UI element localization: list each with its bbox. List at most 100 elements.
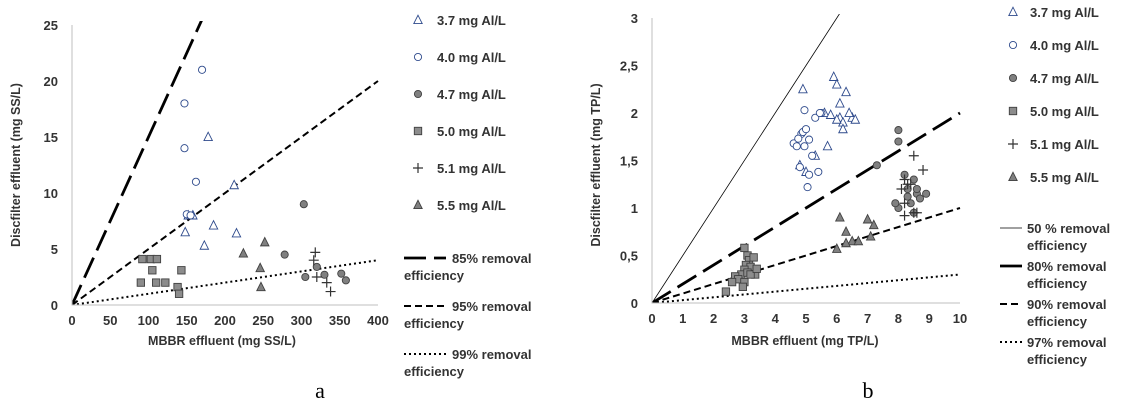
chart-a-panel-label: a	[315, 378, 325, 403]
chart-a-legend-label: 85% removal efficiency	[404, 251, 532, 283]
chart-b-data-point	[899, 198, 910, 209]
chart-b-data-point	[811, 113, 820, 122]
chart-b-x-tick-label: 10	[953, 311, 967, 326]
chart-a-data-point	[341, 276, 350, 285]
chart-b-data-point	[749, 253, 758, 262]
chart-b-legend-marker	[1008, 106, 1018, 116]
chart-b-data-point	[808, 151, 817, 160]
chart-a-plot-area: 0 50 100 150 200 250 300 350 400 0 5 10 15 20 25	[44, 18, 389, 328]
chart-b-data-point	[831, 243, 842, 253]
chart-a-legend-marker	[413, 126, 423, 136]
chart-a-data-point	[136, 278, 145, 287]
chart-a-y-tick-label: 20	[44, 74, 58, 89]
chart-a-data-point	[255, 262, 266, 273]
chart-a-data-point	[229, 179, 240, 190]
chart-b-legend-label: 50 % removal efficiency	[1027, 221, 1110, 253]
chart-b-data-point	[828, 71, 839, 81]
chart-b-data-point	[899, 210, 910, 221]
chart-a-legend-label: 4.7 mg Al/L	[437, 87, 506, 102]
chart-a-y-tick-label: 25	[44, 18, 58, 33]
chart-b-data-point	[841, 86, 851, 97]
chart-a-data-point	[321, 277, 332, 288]
chart-b-y-tick-label: 0	[631, 296, 638, 311]
chart-b-series-0	[794, 71, 861, 176]
chart-b-legend-marker	[1008, 171, 1018, 182]
chart-b-legend-label: 4.0 mg Al/L	[1030, 38, 1099, 53]
chart-a-data-point	[259, 236, 270, 247]
chart-b-legend-label: 80% removal efficiency	[1027, 259, 1107, 291]
chart-b-y-tick-label: 1	[631, 201, 638, 216]
chart-a-data-point	[280, 250, 289, 259]
chart-b-legend-label: 5.5 mg Al/L	[1030, 170, 1099, 185]
chart-b-data-point	[752, 264, 761, 273]
chart-b-legend-marker	[1008, 73, 1018, 83]
chart-a-data-point	[197, 65, 207, 74]
chart-a-legend-label: 95% removal efficiency	[404, 299, 532, 331]
chart-b-data-point	[727, 277, 737, 287]
chart-b-data-point	[838, 123, 848, 134]
chart-b-data-point	[891, 199, 900, 208]
chart-a-x-tick-label: 400	[367, 313, 389, 328]
chart-b-legend-marker	[1008, 6, 1018, 17]
chart-b-x-tick-label: 9	[926, 311, 933, 326]
chart-b-data-point	[908, 150, 919, 161]
chart-a-data-point	[199, 239, 210, 250]
chart-a-data-point	[337, 269, 346, 278]
chart-b-plot-area: 0 1 2 3 4 5 6 7 8 9 10 0 0,5 1 1,5 2 2,5 3	[620, 11, 967, 326]
chart-a-x-tick-label: 350	[329, 313, 351, 328]
chart-b-data-point	[801, 125, 811, 134]
chart-a-series-2	[280, 200, 350, 285]
chart-a-legend-label: 5.5 mg Al/L	[437, 198, 506, 213]
chart-a-data-point	[152, 254, 162, 264]
chart-a-data-point	[138, 254, 147, 264]
chart-a-y-tick-label: 10	[44, 186, 58, 201]
chart-a-legend-label: 4.0 mg Al/L	[437, 50, 506, 65]
chart-a-legend-marker	[413, 163, 423, 173]
chart-a-data-point	[191, 177, 200, 186]
chart-a-y-tick-label: 0	[51, 298, 58, 313]
chart-b-data-point	[825, 109, 836, 119]
chart-a-data-point	[238, 247, 249, 258]
chart-b-x-tick-label: 4	[772, 311, 780, 326]
chart-b-data-point	[912, 184, 921, 194]
chart-a-series-5	[238, 236, 270, 292]
chart-a-x-tick-label: 100	[138, 313, 160, 328]
chart-a-legend-label: 5.1 mg Al/L	[437, 161, 506, 176]
chart-b-legend-marker	[1008, 139, 1018, 149]
chart-b-data-point	[872, 161, 881, 170]
chart-a-axes	[71, 25, 378, 306]
chart-a-x-axis-label: MBBR effluent (mg SS/L)	[148, 334, 296, 348]
chart-b-data-point	[868, 219, 879, 230]
chart-b-legend-label: 97% removal efficiency	[1027, 335, 1107, 367]
chart-b-legend-label: 5.0 mg Al/L	[1030, 104, 1099, 119]
chart-a-x-tick-label: 150	[176, 313, 198, 328]
chart-b-x-tick-label: 0	[648, 311, 655, 326]
chart-b-data-point	[911, 207, 922, 218]
chart-a-y-tick-label: 15	[44, 130, 58, 145]
chart-b-data-point	[746, 270, 755, 279]
chart-a-data-point	[325, 286, 336, 297]
chart-b-data-point	[805, 135, 814, 144]
chart-a-legend-label: 99% removal efficiency	[404, 347, 532, 379]
chart-a-series-0	[180, 131, 242, 250]
chart-a-data-point	[299, 200, 308, 209]
chart-b-x-tick-label: 7	[864, 311, 871, 326]
chart-b-data-point	[721, 287, 731, 296]
chart-b-ref-line-0	[652, 14, 840, 303]
chart-b-data-point	[896, 184, 907, 194]
chart-b-data-point	[794, 134, 803, 143]
chart-a-ref-line-0	[72, 21, 203, 305]
chart-b-legend-label: 5.1 mg Al/L	[1030, 137, 1099, 152]
chart-a-data-point	[231, 227, 242, 238]
chart-a-data-point	[320, 270, 329, 279]
chart-b-x-tick-label: 2	[710, 311, 717, 326]
chart-b-series-5	[831, 211, 879, 253]
chart-a-x-tick-label: 300	[291, 313, 313, 328]
chart-a-data-point	[208, 219, 219, 230]
chart-b-legend: 3.7 mg Al/L 4.0 mg Al/L 4.7 mg Al/L 5.0 mg …	[1000, 5, 1110, 367]
chart-a-data-point	[180, 144, 189, 153]
chart-a-data-point	[301, 272, 310, 282]
chart-a-data-point	[180, 226, 191, 237]
chart-a-data-point	[256, 281, 266, 292]
chart-b-data-point	[918, 165, 929, 175]
